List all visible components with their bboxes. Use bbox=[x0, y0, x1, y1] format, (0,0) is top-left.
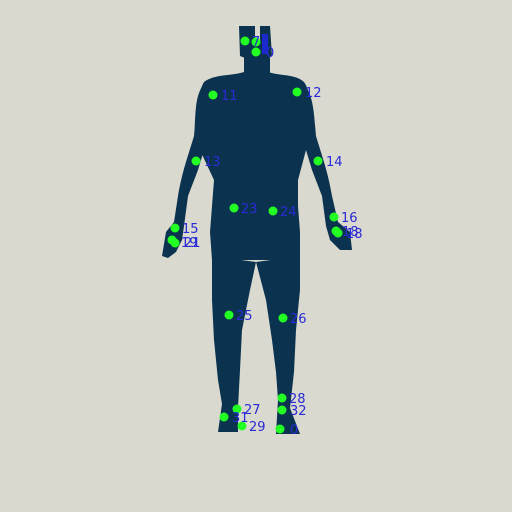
keypoint-12 bbox=[292, 87, 302, 97]
torso-shape bbox=[198, 72, 310, 260]
keypoint-25 bbox=[224, 310, 234, 320]
keypoint-label-7: 7 bbox=[252, 35, 260, 50]
keypoint-13 bbox=[191, 156, 201, 166]
right-arm-shape bbox=[304, 84, 352, 250]
keypoint-label-13: 13 bbox=[204, 155, 221, 170]
head-marker bbox=[262, 34, 268, 54]
keypoint-27 bbox=[232, 404, 242, 414]
keypoint-label-24: 24 bbox=[280, 205, 297, 220]
keypoint-23 bbox=[229, 203, 239, 213]
keypoint-label-30: 0 bbox=[290, 423, 298, 438]
body-silhouette bbox=[162, 26, 352, 434]
keypoint-label-15: 15 bbox=[182, 222, 199, 237]
keypoint-14 bbox=[313, 156, 323, 166]
keypoint-label-29: 29 bbox=[249, 420, 266, 435]
keypoint-label-17: 19 bbox=[181, 236, 198, 251]
keypoint-26 bbox=[278, 313, 288, 323]
keypoint-label-28: 28 bbox=[289, 392, 306, 407]
keypoint-label-20: 18 bbox=[346, 227, 363, 242]
keypoint-label-27: 27 bbox=[244, 403, 261, 418]
keypoint-label-32: 32 bbox=[290, 404, 307, 419]
keypoint-label-10: 0 bbox=[266, 46, 274, 61]
keypoint-30 bbox=[275, 424, 285, 434]
keypoint-20 bbox=[333, 228, 343, 238]
keypoint-28 bbox=[277, 393, 287, 403]
keypoint-label-26: 26 bbox=[290, 312, 307, 327]
keypoint-29 bbox=[237, 421, 247, 431]
keypoint-24 bbox=[268, 206, 278, 216]
left-arm-shape bbox=[162, 84, 208, 258]
keypoint-15 bbox=[170, 223, 180, 233]
keypoint-label-23: 23 bbox=[241, 202, 258, 217]
keypoint-11 bbox=[208, 90, 218, 100]
right-leg-shape bbox=[256, 256, 300, 434]
keypoint-16 bbox=[329, 212, 339, 222]
neck-shape bbox=[244, 54, 270, 76]
left-leg-shape bbox=[212, 256, 256, 432]
keypoint-label-12: 12 bbox=[305, 86, 322, 101]
keypoint-layer bbox=[167, 34, 343, 434]
keypoint-label-18: 21 bbox=[184, 236, 201, 251]
keypoint-label-19: 18 bbox=[342, 225, 359, 240]
keypoint-31 bbox=[219, 412, 229, 422]
keypoint-7 bbox=[240, 36, 250, 46]
keypoint-label-25: 25 bbox=[236, 309, 253, 324]
keypoint-32 bbox=[277, 405, 287, 415]
keypoint-18 bbox=[170, 238, 180, 248]
keypoint-10 bbox=[251, 47, 261, 57]
keypoint-label-14: 14 bbox=[326, 155, 343, 170]
keypoint-label-11: 11 bbox=[221, 89, 238, 104]
keypoint-label-16: 16 bbox=[341, 211, 358, 226]
keypoint-8 bbox=[251, 37, 261, 47]
keypoint-label-31: 31 bbox=[232, 411, 249, 426]
